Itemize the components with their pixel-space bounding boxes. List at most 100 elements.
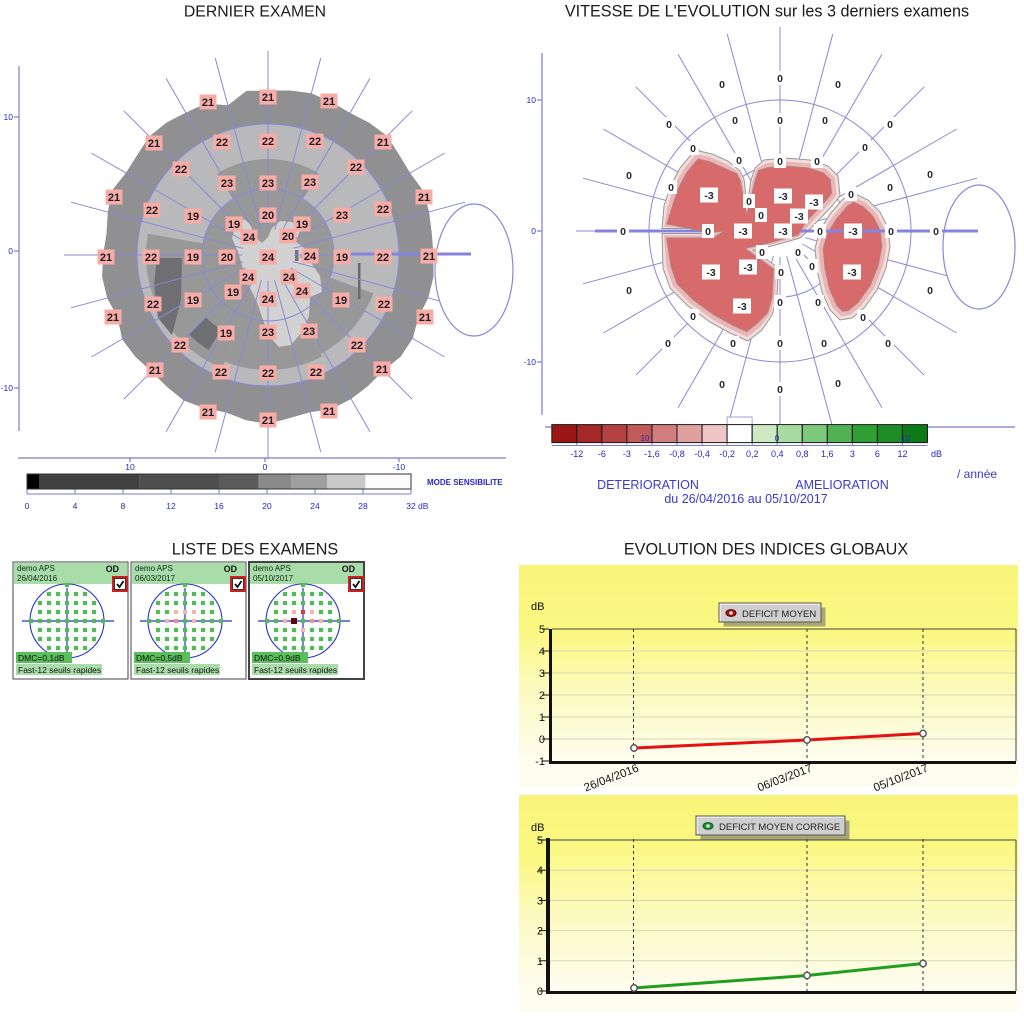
svg-text:1: 1 [537,956,543,968]
svg-text:-1,6: -1,6 [644,449,660,459]
svg-text:0: 0 [730,338,736,350]
svg-text:0: 0 [263,462,268,472]
svg-text:22: 22 [175,164,187,176]
svg-text:AMELIORATION: AMELIORATION [795,478,889,492]
svg-text:21: 21 [202,407,214,419]
svg-text:0,2: 0,2 [746,449,759,459]
svg-text:DETERIORATION: DETERIORATION [597,478,699,492]
svg-text:1,6: 1,6 [821,449,834,459]
svg-text:0: 0 [777,297,783,309]
svg-text:0: 0 [666,119,672,131]
svg-text:22: 22 [146,205,158,217]
svg-text:21: 21 [262,415,274,427]
svg-text:-3: -3 [809,197,818,209]
svg-text:-3: -3 [737,301,746,313]
svg-text:0: 0 [531,226,536,236]
svg-text:du 26/04/2016 au 05/10/2017: du 26/04/2016 au 05/10/2017 [664,492,827,506]
svg-text:dB: dB [931,449,942,459]
svg-text:0: 0 [719,379,725,391]
svg-text:OD: OD [342,564,355,574]
svg-text:21: 21 [323,96,335,108]
svg-text:0: 0 [732,115,738,127]
svg-text:DERNIER EXAMEN: DERNIER EXAMEN [184,4,326,21]
svg-text:0: 0 [668,182,674,194]
svg-text:22: 22 [174,340,186,352]
svg-text:21: 21 [100,252,112,264]
svg-text:-6: -6 [598,449,606,459]
svg-text:21: 21 [202,97,214,109]
svg-text:0: 0 [887,119,893,131]
svg-text:3: 3 [537,895,543,907]
svg-text:Fast-12 seuils rapides: Fast-12 seuils rapides [136,665,219,675]
svg-text:10: 10 [125,462,135,472]
svg-text:dB: dB [418,501,429,511]
svg-text:0: 0 [690,143,696,155]
svg-text:0: 0 [777,156,783,168]
svg-text:6: 6 [875,449,880,459]
svg-text:05/10/2017: 05/10/2017 [253,574,294,583]
svg-text:22: 22 [262,136,274,148]
svg-text:0: 0 [690,311,696,323]
svg-text:demo APS: demo APS [17,564,55,573]
svg-text:-10: -10 [524,357,537,367]
svg-text:21: 21 [376,364,388,376]
svg-text:24: 24 [304,251,317,263]
svg-text:19: 19 [187,211,199,223]
svg-text:0: 0 [814,156,820,168]
svg-text:24: 24 [296,286,309,298]
svg-text:06/03/2017: 06/03/2017 [135,574,176,583]
svg-text:-0,4: -0,4 [694,449,710,459]
svg-text:19: 19 [187,295,199,307]
svg-text:-10: -10 [1,383,14,393]
svg-text:-0,2: -0,2 [719,449,735,459]
svg-text:22: 22 [350,162,362,174]
svg-text:-0,8: -0,8 [669,449,685,459]
svg-text:0: 0 [537,986,543,998]
svg-text:19: 19 [228,219,240,231]
svg-text:21: 21 [418,192,430,204]
svg-text:DEFICIT MOYEN: DEFICIT MOYEN [742,609,816,620]
svg-text:Fast-12 seuils rapides: Fast-12 seuils rapides [18,665,101,675]
svg-text:24: 24 [310,501,320,511]
svg-text:-3: -3 [847,267,856,279]
svg-text:19: 19 [187,252,199,264]
svg-text:0: 0 [758,210,764,222]
svg-text:20: 20 [282,231,294,243]
svg-text:20: 20 [262,501,272,511]
svg-text:DMC=0,1dB: DMC=0,1dB [18,653,65,663]
svg-text:21: 21 [107,312,119,324]
svg-text:-3: -3 [743,262,752,274]
svg-text:0: 0 [777,338,783,350]
svg-text:22: 22 [215,367,227,379]
svg-text:Fast-12 seuils rapides: Fast-12 seuils rapides [254,665,337,675]
svg-text:22: 22 [309,136,321,148]
svg-text:0: 0 [927,285,933,297]
svg-text:DEFICIT MOYEN CORRIGE: DEFICIT MOYEN CORRIGE [719,822,840,833]
svg-text:0: 0 [539,734,545,746]
svg-text:23: 23 [304,177,316,189]
svg-text:-3: -3 [738,226,747,238]
svg-text:0: 0 [848,189,854,201]
svg-text:0,4: 0,4 [771,449,784,459]
svg-text:demo APS: demo APS [253,564,291,573]
svg-text:-10: -10 [393,462,406,472]
svg-text:22: 22 [377,204,389,216]
svg-text:21: 21 [419,312,431,324]
svg-text:23: 23 [262,327,274,339]
svg-text:0: 0 [25,501,30,511]
svg-text:0: 0 [626,285,632,297]
svg-text:dB: dB [531,822,544,834]
svg-text:10: 10 [527,95,537,105]
svg-text:26/04/2016: 26/04/2016 [17,574,58,583]
svg-text:4: 4 [539,646,545,658]
svg-text:0: 0 [835,79,841,91]
svg-text:0: 0 [777,115,783,127]
svg-text:0: 0 [665,338,671,350]
svg-text:1: 1 [539,712,545,724]
svg-text:OD: OD [106,564,119,574]
svg-text:22: 22 [147,299,159,311]
svg-text:4: 4 [537,865,543,877]
svg-text:24: 24 [242,272,255,284]
svg-text:-10: -10 [898,434,910,443]
svg-text:19: 19 [296,219,308,231]
